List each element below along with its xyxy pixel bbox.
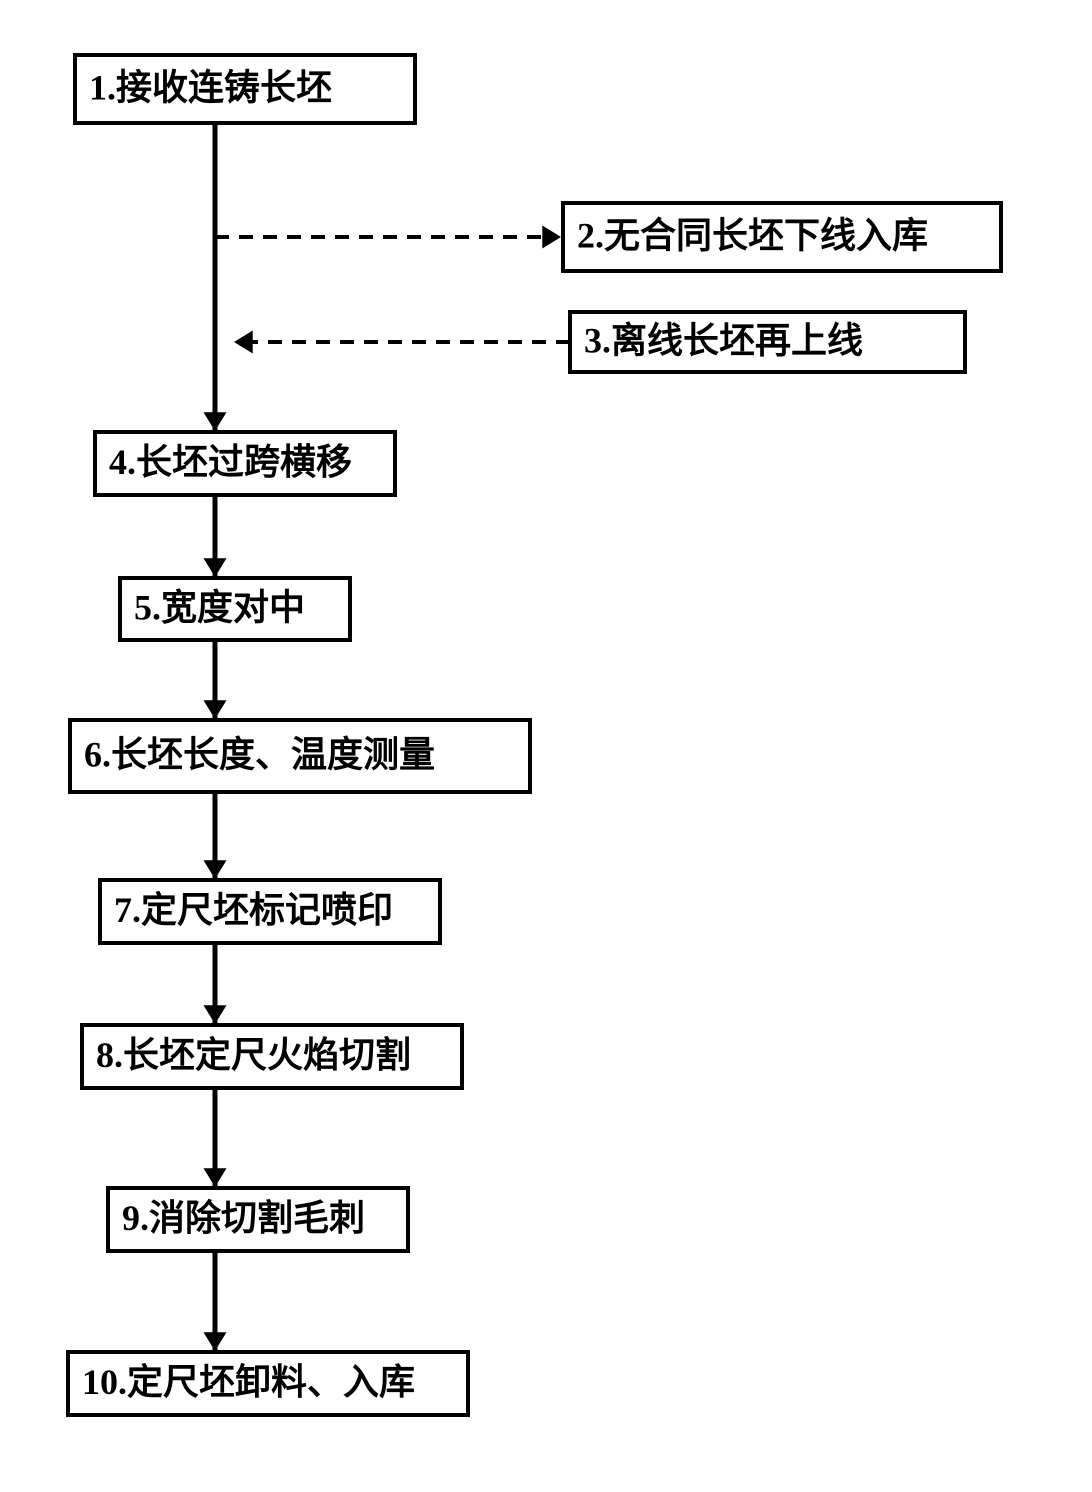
flow-node-label: 4.长坯过跨横移 bbox=[109, 442, 352, 482]
flow-node-label: 10.定尺坯卸料、入库 bbox=[82, 1362, 415, 1402]
flow-node-label: 1.接收连铸长坯 bbox=[89, 67, 332, 107]
flow-node-label: 6.长坯长度、温度测量 bbox=[84, 734, 435, 774]
flow-node-label: 7.定尺坯标记喷印 bbox=[114, 890, 393, 930]
flow-node-label: 8.长坯定尺火焰切割 bbox=[96, 1035, 411, 1075]
flow-node-label: 5.宽度对中 bbox=[134, 586, 305, 627]
flow-node-label: 3.离线长坯再上线 bbox=[584, 320, 863, 360]
flow-node-label: 9.消除切割毛刺 bbox=[122, 1198, 365, 1238]
flow-node-label: 2.无合同长坯下线入库 bbox=[577, 215, 928, 255]
